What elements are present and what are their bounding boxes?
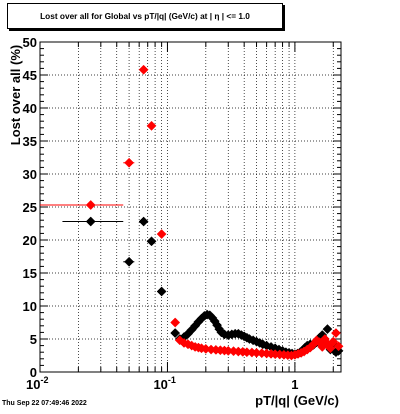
red-data-point [85, 200, 96, 210]
x-tick-exponent: -2 [40, 375, 48, 385]
chart-title: Lost over all for Global vs pT/|q| (GeV/… [7, 3, 283, 29]
y-axis-label: Lost over all (%) [8, 45, 23, 145]
grid [40, 42, 341, 372]
y-tick-label: 20 [23, 233, 37, 248]
y-tick-label: 25 [23, 200, 37, 215]
red-data-point [333, 341, 344, 352]
black-data-point [146, 236, 157, 247]
red-data-point [156, 229, 167, 240]
x-tick-label: 1 [291, 377, 298, 392]
y-tick-label: 0 [30, 365, 37, 380]
y-tick-label: 30 [23, 167, 37, 182]
error-bars [40, 162, 165, 292]
y-tick-label: 10 [23, 299, 37, 314]
black-data-point [170, 328, 181, 339]
red-data-point [325, 343, 336, 354]
y-tick-label: 50 [23, 35, 37, 50]
x-tick-label: 10-2 [26, 375, 48, 392]
x-axis-label: pT/|q| (GeV/c) [255, 393, 339, 408]
red-data-point [146, 120, 157, 131]
axis-ticks [39, 41, 341, 373]
black-data-point [138, 216, 149, 227]
y-tick-label: 45 [23, 68, 37, 83]
data-markers [85, 64, 344, 361]
y-tick-label: 40 [23, 101, 37, 116]
black-data-point [85, 216, 96, 227]
red-data-point [331, 328, 341, 339]
black-data-point [156, 286, 167, 297]
y-tick-label: 35 [23, 134, 37, 149]
x-tick-label: 10-1 [153, 375, 175, 392]
red-data-point [124, 157, 135, 168]
red-data-point [328, 336, 339, 347]
red-data-point [138, 64, 149, 75]
black-data-point [124, 256, 135, 267]
red-data-point [170, 317, 181, 328]
timestamp: Thu Sep 22 07:49:46 2022 [2, 400, 87, 407]
y-tick-label: 15 [23, 266, 37, 281]
y-tick-label: 5 [30, 332, 37, 347]
black-data-point [322, 324, 333, 335]
x-tick-exponent: -1 [168, 375, 176, 385]
